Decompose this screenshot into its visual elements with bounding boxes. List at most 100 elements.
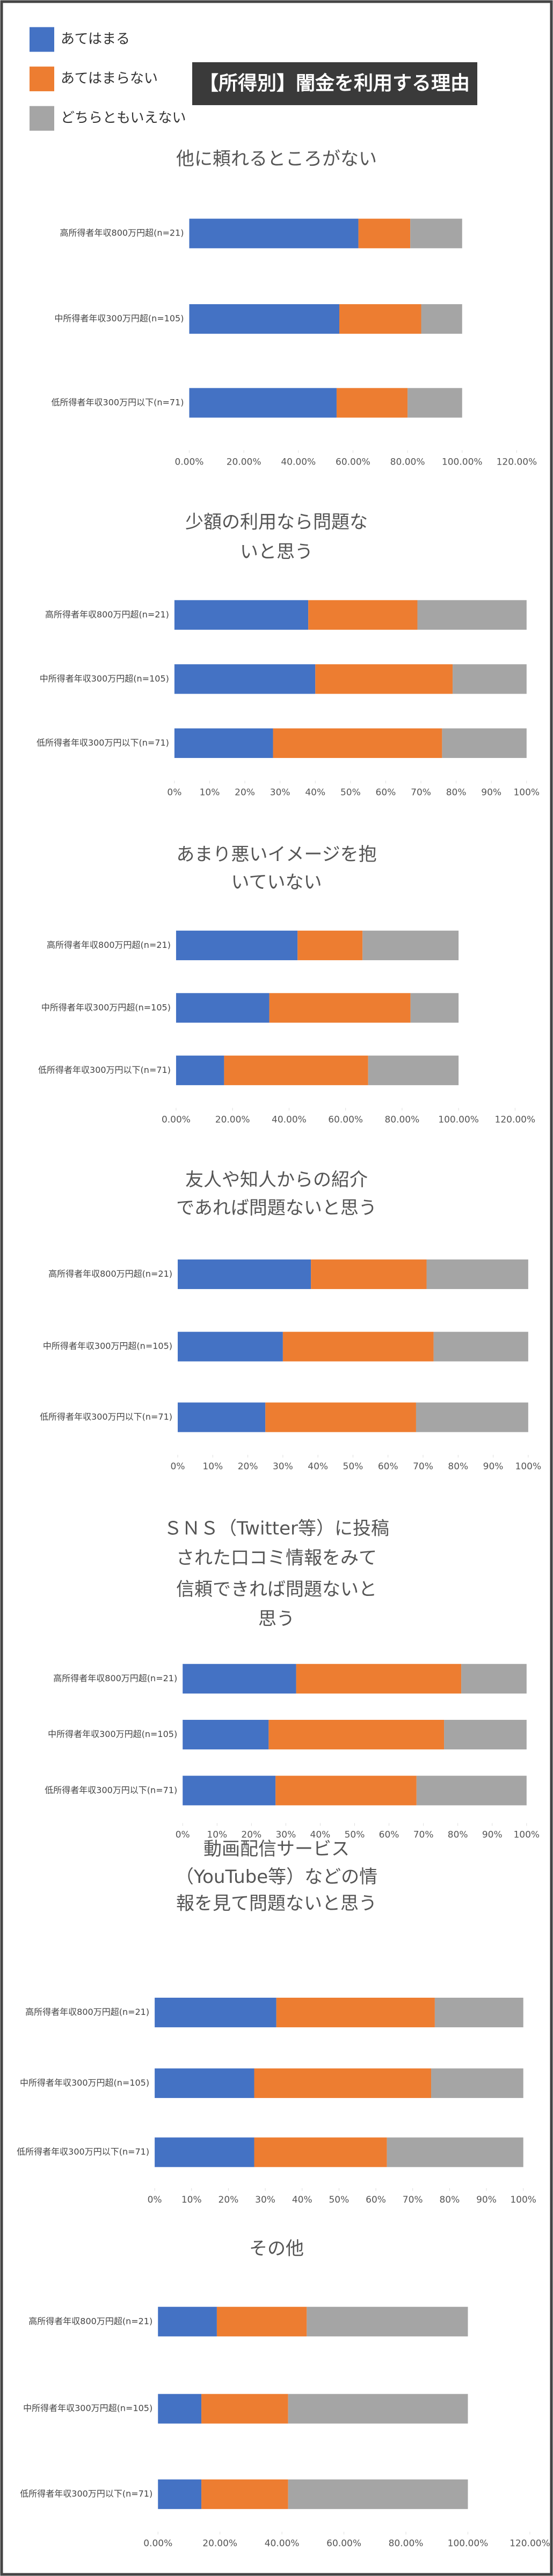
category-label: 高所得者年収800万円超(n=21) — [60, 228, 184, 238]
x-tick-label: 40% — [305, 787, 325, 798]
bar-segment — [416, 1402, 528, 1432]
bar-segment — [174, 728, 273, 758]
x-tick-label: 30% — [273, 1461, 293, 1472]
x-tick-label: 50% — [340, 787, 361, 798]
x-tick-label: 60.00% — [336, 457, 370, 467]
x-tick-label: 120.00% — [510, 2538, 550, 2549]
bar-segment — [417, 600, 527, 630]
bar-segment — [189, 218, 359, 248]
bar-segment — [273, 728, 442, 758]
x-tick-label: 100.00% — [442, 457, 483, 467]
bar-segment — [178, 1402, 266, 1432]
category-label: 低所得者年収300万円以下(n=71) — [17, 2147, 149, 2157]
x-tick-label: 60% — [376, 787, 396, 798]
bar-segment — [358, 218, 411, 248]
bar-segment — [282, 1331, 434, 1361]
bar-segment — [224, 1055, 368, 1085]
bar-segment — [265, 1402, 416, 1432]
bar-segment — [158, 2307, 217, 2337]
x-tick-label: 100.00% — [438, 1114, 479, 1125]
category-label: 中所得者年収300万円超(n=105) — [41, 1002, 171, 1012]
x-tick-label: 20.00% — [227, 457, 261, 467]
bar-segment — [410, 993, 459, 1023]
bar-segment — [155, 1997, 276, 2028]
category-label: 中所得者年収300万円超(n=105) — [23, 2403, 152, 2413]
x-tick-label: 120.00% — [497, 457, 537, 467]
x-tick-label: 20% — [241, 1830, 261, 1841]
x-tick-label: 90% — [481, 787, 501, 798]
bar-segment — [201, 2479, 288, 2509]
category-label: 低所得者年収300万円以下(n=71) — [45, 1785, 177, 1795]
x-tick-label: 0% — [171, 1461, 185, 1472]
x-tick-label: 60% — [378, 1461, 398, 1472]
category-label: 低所得者年収300万円以下(n=71) — [52, 397, 184, 407]
bar-segment — [288, 2479, 468, 2509]
x-tick-label: 40.00% — [281, 457, 316, 467]
bar-segment — [362, 930, 459, 960]
legend-label: あてはまらない — [61, 71, 158, 87]
chart-title: ＳＮＳ（Twitter等）に投稿された口コミ情報をみて信頼できれば問題ないと思う — [164, 1518, 389, 1630]
x-tick-label: 60% — [366, 2195, 386, 2205]
x-tick-label: 0% — [148, 2195, 162, 2205]
bar-segment — [444, 1719, 527, 1750]
bar-segment — [421, 304, 462, 334]
bar-segment — [461, 1664, 527, 1694]
bar-segment — [174, 600, 309, 630]
x-tick-label: 80.00% — [390, 457, 425, 467]
bar-segment — [216, 2307, 307, 2337]
x-tick-label: 100% — [515, 1461, 542, 1472]
category-label: 中所得者年収300万円超(n=105) — [43, 1341, 172, 1351]
x-tick-label: 80.00% — [384, 1114, 419, 1125]
bar-segment — [176, 1055, 224, 1085]
x-tick-label: 10% — [207, 1830, 227, 1841]
bar-segment — [155, 2068, 254, 2098]
bar-segment — [434, 1997, 523, 2028]
bar-segment — [336, 388, 408, 418]
category-label: 高所得者年収800万円超(n=21) — [28, 2316, 152, 2326]
bar-segment — [269, 993, 411, 1023]
legend-swatch — [30, 27, 54, 52]
x-tick-label: 80% — [439, 2195, 460, 2205]
chart-title: 友人や知人からの紹介であれば問題ないと思う — [176, 1169, 377, 1218]
x-tick-label: 80% — [448, 1830, 468, 1841]
bar-segment — [201, 2394, 288, 2424]
category-label: 低所得者年収300万円以下(n=71) — [38, 1065, 171, 1075]
category-label: 高所得者年収800万円超(n=21) — [45, 609, 169, 620]
bar-segment — [178, 1259, 311, 1289]
title-box — [192, 62, 477, 105]
chart-title: 動画配信サービス（YouTube等）などの情報を見て問題ないと思う — [176, 1838, 377, 1914]
x-tick-label: 10% — [181, 2195, 202, 2205]
category-label: 高所得者年収800万円超(n=21) — [48, 1269, 172, 1279]
bar-segment — [254, 2137, 387, 2167]
x-tick-label: 50% — [329, 2195, 349, 2205]
bar-segment — [275, 1776, 417, 1806]
x-tick-label: 120.00% — [495, 1114, 536, 1125]
x-tick-label: 60.00% — [328, 1114, 363, 1125]
x-tick-label: 0.00% — [162, 1114, 191, 1125]
legend-label: あてはまる — [61, 31, 130, 47]
x-tick-label: 100% — [510, 2195, 536, 2205]
x-tick-label: 80% — [446, 787, 467, 798]
page-title: 【所得別】闇金を利用する理由 — [199, 72, 470, 94]
category-label: 高所得者年収800万円超(n=21) — [25, 2007, 149, 2017]
x-tick-label: 10% — [202, 1461, 223, 1472]
bar-segment — [178, 1331, 283, 1361]
bar-segment — [442, 728, 527, 758]
bar-segment — [307, 2307, 468, 2337]
x-tick-label: 70% — [403, 2195, 423, 2205]
bar-segment — [176, 930, 298, 960]
x-tick-label: 100% — [513, 1830, 540, 1841]
x-tick-label: 40.00% — [272, 1114, 307, 1125]
bar-segment — [315, 664, 453, 694]
x-tick-label: 0.00% — [143, 2538, 172, 2549]
x-tick-label: 30% — [255, 2195, 275, 2205]
x-tick-label: 90% — [476, 2195, 497, 2205]
x-tick-label: 80.00% — [389, 2538, 424, 2549]
bar-segment — [453, 664, 527, 694]
legend-swatch — [30, 67, 54, 92]
legend-label: どちらともいえない — [61, 110, 186, 126]
category-label: 低所得者年収300万円以下(n=71) — [37, 738, 169, 748]
category-label: 高所得者年収800万円超(n=21) — [47, 940, 171, 950]
bar-segment — [183, 1664, 296, 1694]
bar-segment — [431, 2068, 523, 2098]
